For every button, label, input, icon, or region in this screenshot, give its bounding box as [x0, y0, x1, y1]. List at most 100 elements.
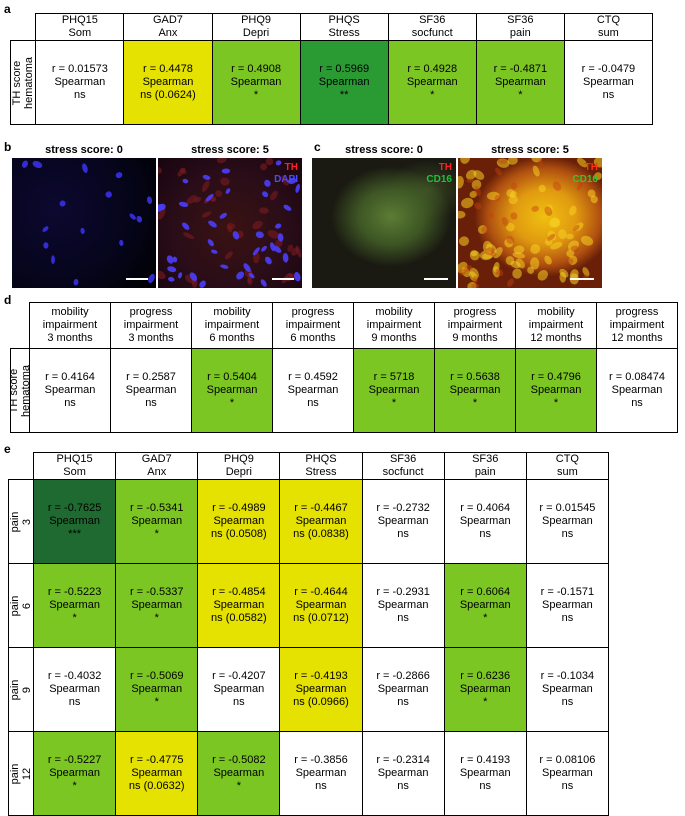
panel-c-stain-th-right: TH [584, 162, 598, 173]
panel-e-row-3-cell-3: r = -0.3856 Spearman ns [279, 731, 363, 816]
panel-e-header-6: CTQ sum [525, 452, 610, 480]
panel-e-row-2-cell-text-4: r = -0.2866 Spearman ns [376, 670, 430, 708]
panel-e-row-label-0: SF36 pain 3 months [7, 479, 35, 564]
panel-e-row-2-cell-text-3: r = -0.4193 Spearman ns (0.0966) [293, 670, 349, 708]
panel-e-row-2-cell-2: r = -0.4207 Spearman ns [197, 647, 281, 732]
panel-a-header-1: GAD7 Anx [123, 13, 213, 41]
panel-a-cell-3: r = 0.5969 Spearman ** [299, 40, 389, 125]
panel-e-row-0-cell-0: r = -0.7625 Spearman *** [33, 479, 117, 564]
panel-e-header-2: PHQ9 Depri [197, 452, 281, 480]
panel-b-stain-legend: TH DAPI [274, 162, 298, 186]
panel-e-row-0-cell-2: r = -0.4989 Spearman ns (0.0508) [197, 479, 281, 564]
panel-b-micrograph-stress-5: TH DAPI [158, 158, 302, 288]
panel-e-row-2-cell-3: r = -0.4193 Spearman ns (0.0966) [279, 647, 363, 732]
panel-e-header-0: PHQ15 Som [33, 452, 117, 480]
panel-e-row-1-cell-text-4: r = -0.2931 Spearman ns [376, 586, 430, 624]
panel-d-header-7: progress impairment 12 months [596, 302, 678, 349]
panel-e-row-label-3: SF36 pain 12 months [7, 731, 35, 816]
panel-b-scale-bar-left [126, 278, 148, 280]
panel-e-row-label-text-0: SF36 pain 3 months [9, 511, 34, 532]
panel-d-header-2: mobility impairment 6 months [191, 302, 273, 349]
panel-c-scale-bar-left [424, 278, 448, 280]
panel-c-stain-th-left: TH [438, 162, 452, 173]
panel-a-cell-text-5: r = -0.4871 Spearman * [493, 63, 548, 101]
panel-a-header-2: PHQ9 Depri [211, 13, 301, 41]
panel-e-row-1-cell-5: r = 0.6064 Spearman * [443, 563, 527, 648]
panel-d-cell-text-4: r = 5718 Spearman * [368, 371, 420, 409]
panel-a-cell-text-2: r = 0.4908 Spearman * [230, 63, 282, 101]
panel-b-micrograph-stress-0 [12, 158, 156, 288]
panel-d-cell-text-3: r = 0.4592 Spearman ns [287, 371, 339, 409]
panel-e-row-0-cell-text-2: r = -0.4989 Spearman ns (0.0508) [211, 502, 267, 540]
panel-c-label: c [314, 140, 321, 154]
panel-a-header-5: SF36 pain [475, 13, 565, 41]
panel-a-cell-text-6: r = -0.0479 Spearman ns [581, 63, 636, 101]
panel-a-correlation-table: PHQ15 Som GAD7 Anx PHQ9 Depri PHQS Stress SF… [9, 13, 654, 125]
panel-a-row-label: TH score hematoma [9, 40, 37, 125]
panel-e-row-2-cell-0: r = -0.4032 Spearman ns [33, 647, 117, 732]
panel-c-title-left: stress score: 0 [345, 144, 423, 156]
panel-e-row-0-cell-text-0: r = -0.7625 Spearman *** [47, 502, 102, 540]
panel-e-row-2-cell-1: r = -0.5069 Spearman * [115, 647, 199, 732]
panel-a-cell-text-0: r = 0.01573 Spearman ns [51, 63, 108, 101]
panel-a-header-3: PHQS Stress [299, 13, 389, 41]
panel-e-row-1-cell-text-5: r = 0.6064 Spearman * [459, 586, 511, 624]
panel-d-correlation-table: mobility impairment 3 months progress imp… [10, 302, 678, 433]
panel-a-cell-0: r = 0.01573 Spearman ns [35, 40, 125, 125]
panel-a-header-6: CTQ sum [563, 13, 654, 41]
panel-e-row-0-cell-text-1: r = -0.5341 Spearman * [129, 502, 184, 540]
panel-d-cell-0: r = 0.4164 Spearman ns [29, 348, 111, 433]
panel-d-row-label: TH score hematoma [10, 348, 30, 433]
panel-d-cell-3: r = 0.4592 Spearman ns [272, 348, 354, 433]
panel-e-row-3: SF36 pain 12 months r = -0.5227 Spearman … [7, 731, 610, 816]
panel-e-row-2-cell-5: r = 0.6236 Spearman * [443, 647, 527, 732]
panel-e-row-1-cell-text-6: r = -0.1571 Spearman ns [540, 586, 595, 624]
panel-e-row-1-cell-text-1: r = -0.5337 Spearman * [129, 586, 184, 624]
panel-e-row-0-cell-text-5: r = 0.4064 Spearman ns [459, 502, 511, 540]
panel-a-cell-4: r = 0.4928 Spearman * [387, 40, 477, 125]
panel-e-row-1-cell-4: r = -0.2931 Spearman ns [361, 563, 445, 648]
panel-d-row-label-text: TH score hematoma [10, 364, 30, 417]
panel-b-title-left: stress score: 0 [45, 144, 123, 156]
panel-a-cell-text-3: r = 0.5969 Spearman ** [318, 63, 370, 101]
panel-e-row-label-text-3: SF36 pain 12 months [9, 763, 34, 784]
panel-e-row-1-cell-3: r = -0.4644 Spearman ns (0.0712) [279, 563, 363, 648]
panel-d-header-4: mobility impairment 9 months [353, 302, 435, 349]
panel-a-header-0: PHQ15 Som [35, 13, 125, 41]
panel-e-row-3-cell-5: r = 0.4193 Spearman ns [443, 731, 527, 816]
panel-e-row-3-cell-text-1: r = -0.4775 Spearman ns (0.0632) [128, 754, 185, 792]
panel-e-row-0-cell-text-4: r = -0.2732 Spearman ns [376, 502, 430, 540]
panel-e-row-1-cell-text-3: r = -0.4644 Spearman ns (0.0712) [293, 586, 349, 624]
panel-e-row-2-cell-4: r = -0.2866 Spearman ns [361, 647, 445, 732]
panel-c-micrograph-stress-5: TH CD16 [458, 158, 602, 288]
panel-e-row-1-cell-text-0: r = -0.5223 Spearman * [47, 586, 102, 624]
panel-b-scale-bar-right [272, 278, 294, 280]
panel-e-row-3-cell-text-3: r = -0.3856 Spearman ns [294, 754, 348, 792]
panel-e-row-1-cell-0: r = -0.5223 Spearman * [33, 563, 117, 648]
panel-e-row-1-cell-6: r = -0.1571 Spearman ns [525, 563, 610, 648]
panel-e-row-2-cell-text-0: r = -0.4032 Spearman ns [47, 670, 102, 708]
panel-e-label: e [4, 442, 11, 456]
panel-e-row-0-cell-6: r = 0.01545 Spearman ns [525, 479, 610, 564]
panel-e-row-3-cell-0: r = -0.5227 Spearman * [33, 731, 117, 816]
panel-a-label: a [4, 2, 11, 16]
panel-d-cell-6: r = 0.4796 Spearman * [515, 348, 597, 433]
panel-c-stain-legend-left: TH CD16 [426, 162, 452, 186]
panel-e-row-2-cell-text-5: r = 0.6236 Spearman * [459, 670, 511, 708]
panel-b-stain-th: TH [284, 162, 298, 173]
panel-a-row-label-text: TH score hematoma [11, 56, 36, 109]
panel-b-nuclei-left [21, 160, 155, 286]
panel-d-header-row: mobility impairment 3 months progress imp… [11, 302, 678, 349]
panel-d-corner [11, 303, 30, 349]
panel-e-row-1: SF36 pain 6 months r = -0.5223 Spearman *… [7, 563, 610, 648]
panel-a-header-4: SF36 socfunct [387, 13, 477, 41]
panel-d-cell-text-2: r = 0.5404 Spearman * [206, 371, 258, 409]
panel-e-row-3-cell-6: r = 0.08106 Spearman ns [525, 731, 610, 816]
panel-e-header-row: PHQ15 Som GAD7 Anx PHQ9 Depri PHQS Stress SF… [9, 452, 610, 480]
panel-d-header-3: progress impairment 6 months [272, 302, 354, 349]
panel-c-micrograph-stress-0: TH CD16 [312, 158, 456, 288]
panel-e-row-2-cell-text-2: r = -0.4207 Spearman ns [212, 670, 266, 708]
panel-e-row-0-cell-4: r = -0.2732 Spearman ns [361, 479, 445, 564]
panel-d-label: d [4, 293, 12, 307]
panel-d-data-row: TH score hematoma r = 0.4164 Spearman ns… [10, 348, 678, 433]
